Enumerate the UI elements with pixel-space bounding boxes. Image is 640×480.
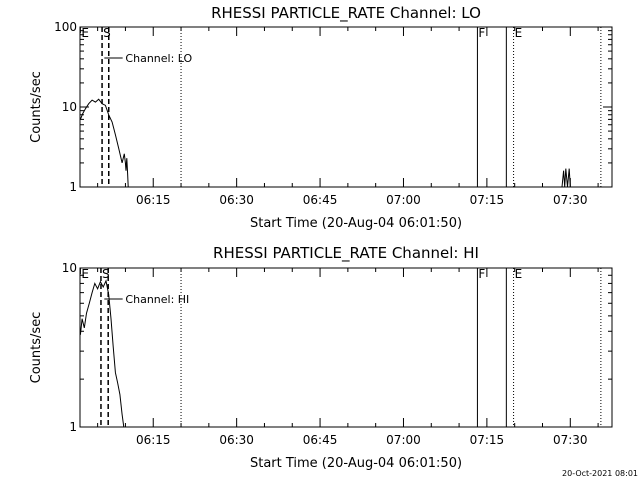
event-marker-label: E bbox=[515, 267, 523, 281]
x-tick-label: 06:45 bbox=[303, 193, 338, 207]
chart-title: RHESSI PARTICLE_RATE Channel: LO bbox=[211, 4, 481, 23]
x-tick-label: 06:30 bbox=[219, 433, 254, 447]
event-marker-label: S bbox=[102, 267, 110, 281]
event-marker-label: E bbox=[81, 267, 89, 281]
event-marker-label: F bbox=[478, 267, 485, 281]
y-tick-label: 1 bbox=[69, 420, 77, 434]
x-tick-label: 07:00 bbox=[386, 193, 421, 207]
y-tick-label: 10 bbox=[62, 100, 77, 114]
series-line bbox=[79, 98, 129, 188]
x-tick-label: 07:15 bbox=[470, 193, 505, 207]
x-tick-label: 07:00 bbox=[386, 433, 421, 447]
event-marker-label: F bbox=[478, 26, 485, 40]
event-marker-label: E bbox=[515, 26, 523, 40]
x-tick-label: 07:15 bbox=[470, 433, 505, 447]
x-axis-label: Start Time (20-Aug-04 06:01:50) bbox=[250, 216, 462, 231]
x-tick-label: 06:30 bbox=[219, 193, 254, 207]
y-axis-label: Counts/sec bbox=[29, 312, 44, 384]
chart-panel-2: RHESSI PARTICLE_RATE Channel: HI 1 10 Count… bbox=[29, 244, 613, 471]
y-tick-label: 100 bbox=[54, 20, 77, 34]
x-tick-label: 07:30 bbox=[553, 433, 588, 447]
x-tick-label: 07:30 bbox=[553, 193, 588, 207]
series-line bbox=[561, 168, 571, 188]
x-tick-label: 06:15 bbox=[136, 433, 171, 447]
series-line bbox=[79, 279, 125, 428]
event-marker-label: E bbox=[81, 26, 89, 40]
y-tick-label: 10 bbox=[62, 261, 77, 275]
event-marker-label: S bbox=[103, 26, 111, 40]
x-axis-label: Start Time (20-Aug-04 06:01:50) bbox=[250, 456, 462, 471]
chart-title: RHESSI PARTICLE_RATE Channel: HI bbox=[213, 244, 479, 263]
y-axis-label: Counts/sec bbox=[29, 71, 44, 143]
timestamp-stamp: 20-Oct-2021 08:01 bbox=[562, 469, 638, 478]
y-tick-label: 1 bbox=[69, 180, 77, 194]
plot-frame bbox=[79, 267, 613, 428]
series-label: Channel: HI bbox=[125, 293, 189, 306]
x-tick-label: 06:45 bbox=[303, 433, 338, 447]
chart-panel-1: RHESSI PARTICLE_RATE Channel: LO 1 10 100 Co… bbox=[29, 4, 613, 231]
plot-frame bbox=[79, 26, 613, 188]
series-label: Channel: LO bbox=[125, 52, 192, 65]
x-tick-label: 06:15 bbox=[136, 193, 171, 207]
